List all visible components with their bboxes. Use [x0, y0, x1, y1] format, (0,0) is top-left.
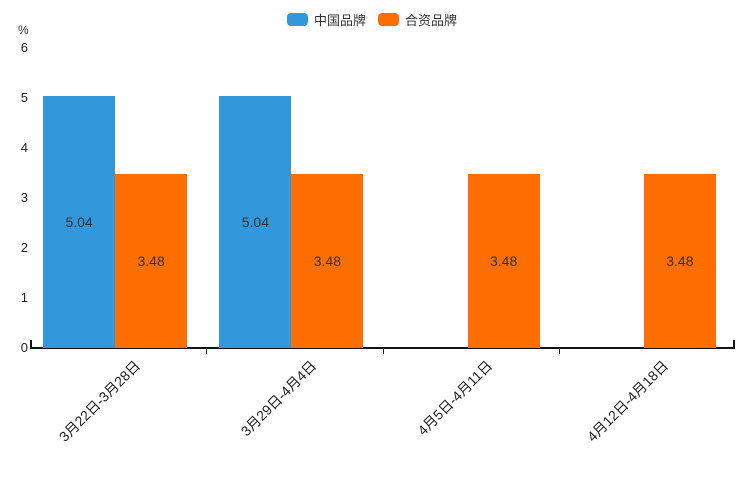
legend-swatch: [378, 13, 399, 26]
y-axis-tick-label: 5: [20, 90, 28, 105]
x-axis-tick-label: 3月29日-4月4日: [237, 357, 320, 440]
x-axis-tick: [382, 349, 384, 354]
x-axis-tick-label: 4月12日-4月18日: [584, 357, 672, 445]
x-axis-tick-label: 3月22日-3月28日: [55, 357, 143, 445]
bar: 3.48: [291, 174, 364, 348]
bar: 5.04: [43, 96, 116, 348]
bar: 3.48: [643, 174, 716, 348]
legend-swatch: [286, 13, 308, 26]
bar: 3.48: [115, 174, 188, 348]
legend-item[interactable]: 合资品牌: [378, 10, 457, 29]
bar-value-label: 5.04: [241, 214, 269, 230]
bar-value-label: 3.48: [137, 253, 165, 269]
x-axis-line: [30, 347, 735, 349]
legend-item[interactable]: 中国品牌: [286, 10, 366, 29]
y-axis-tick-label: 1: [20, 290, 28, 305]
legend-item-label: 中国品牌: [313, 13, 366, 28]
legend-item-label: 合资品牌: [405, 13, 458, 28]
bar-value-label: 3.48: [313, 253, 341, 269]
y-axis-tick-label: 6: [20, 40, 28, 55]
y-axis-tick-label: 0: [20, 340, 28, 355]
bar-value-label: 3.48: [490, 253, 518, 269]
bar: 3.48: [467, 174, 540, 348]
bar-value-label: 5.04: [65, 214, 93, 230]
legend: 中国品牌 合资品牌: [0, 10, 744, 29]
bar-value-label: 3.48: [666, 253, 694, 269]
x-axis-tick: [558, 349, 560, 354]
y-axis-tick-label: 2: [20, 240, 28, 255]
x-axis-end-tick: [30, 340, 32, 348]
x-axis-end-tick: [733, 340, 735, 348]
y-axis-tick-label: 4: [20, 140, 28, 155]
y-axis-unit-label: %: [18, 23, 29, 37]
bar: 5.04: [219, 96, 292, 348]
x-axis-tick: [206, 349, 208, 354]
y-axis-tick-label: 3: [20, 190, 28, 205]
x-axis-tick-label: 4月5日-4月11日: [414, 357, 496, 439]
